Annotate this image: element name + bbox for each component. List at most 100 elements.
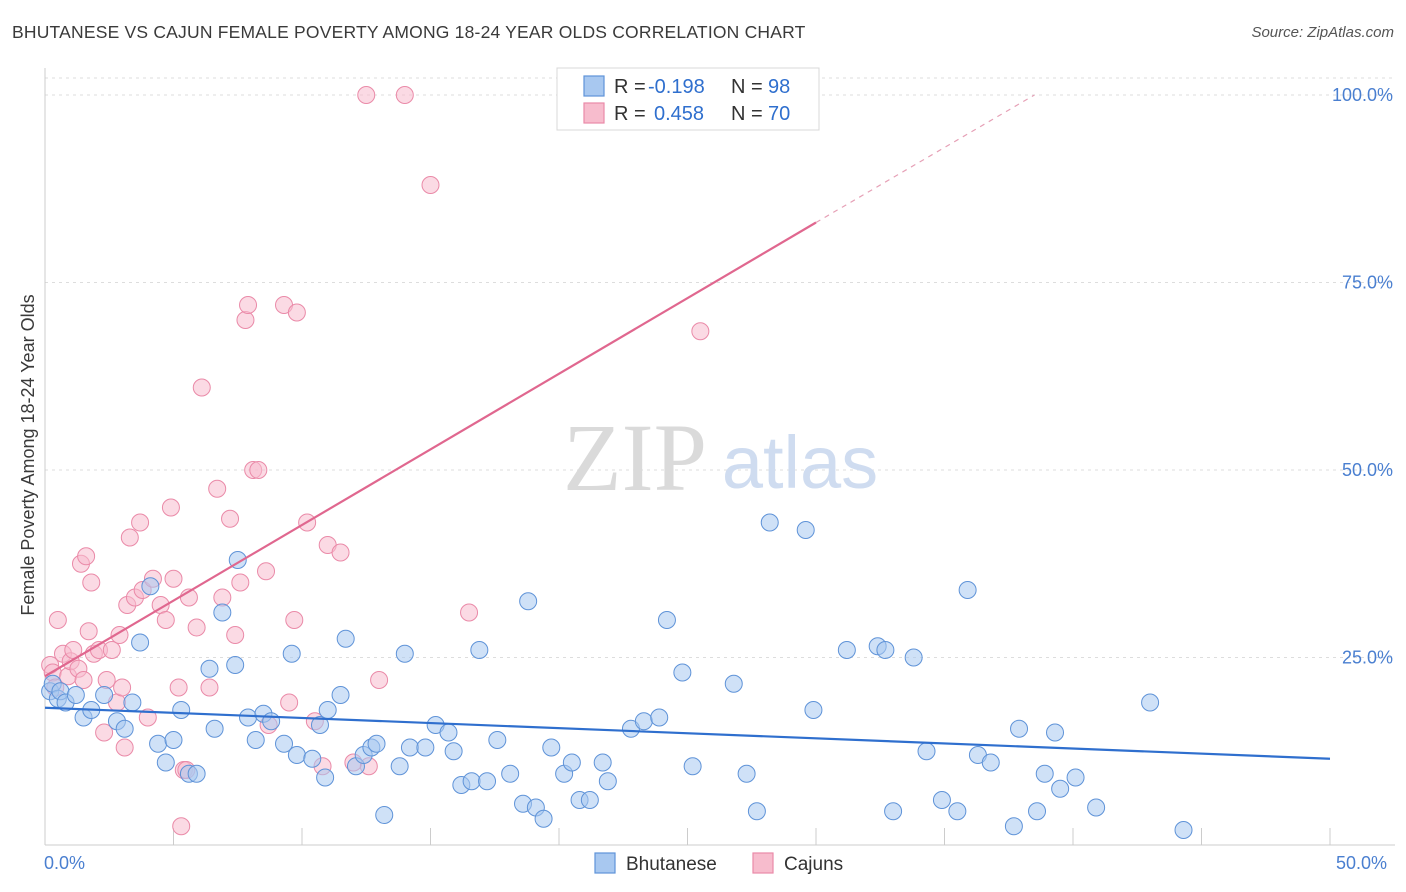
bhutanese-point [205, 719, 224, 738]
cajun-point [164, 569, 183, 588]
bhutanese-point [95, 686, 114, 704]
cajun-point [460, 603, 479, 622]
bhutanese-point [131, 633, 150, 652]
bhutanese-point [724, 674, 743, 693]
bhutanese-point [534, 809, 553, 828]
bhutanese-point [275, 734, 294, 753]
legend-top: R = -0.198 N = 98 R = 0.458 N = 70 [556, 67, 820, 131]
legend-n-label-1: N = [731, 76, 763, 98]
bhutanese-point [172, 701, 191, 719]
cajun-point [287, 303, 306, 322]
legend-r-label-1: R = [614, 76, 646, 98]
bottom-legend-swatch-bhutanese [594, 852, 616, 874]
cajun-trend-line [44, 221, 817, 678]
cajun-point [226, 626, 245, 644]
bhutanese-point [439, 723, 458, 742]
y-tick-label: 100.0% [1332, 85, 1393, 105]
bhutanese-point [488, 731, 507, 749]
bhutanese-point [282, 644, 301, 663]
bhutanese-point [884, 802, 903, 821]
watermark: ZIP atlas [563, 404, 878, 511]
bhutanese-point [331, 686, 350, 704]
cajun-point [131, 513, 150, 532]
bhutanese-point [1004, 817, 1023, 836]
bhutanese-point [580, 791, 599, 809]
bhutanese-point [316, 768, 335, 787]
bhutanese-point [1066, 768, 1085, 787]
cajun-point [187, 618, 206, 637]
cajun-point [331, 543, 350, 562]
bhutanese-point [156, 753, 175, 772]
cajun-point [102, 641, 121, 659]
legend-r-value-2: 0.458 [654, 103, 704, 125]
bhutanese-point [804, 701, 823, 719]
bhutanese-point [1051, 779, 1070, 798]
cajun-point [115, 738, 134, 757]
bhutanese-point [904, 648, 923, 667]
legend-bottom: Bhutanese Cajuns [594, 852, 843, 875]
bhutanese-point [519, 592, 538, 611]
cajun-point [236, 311, 255, 329]
cajun-point [280, 693, 299, 712]
bhutanese-point [1141, 693, 1160, 712]
bhutanese-point [246, 731, 265, 749]
cajun-point [421, 176, 440, 194]
cajun-point [221, 509, 240, 528]
cajun-trend-extension [815, 94, 1035, 224]
trend-lines [44, 94, 1331, 760]
cajun-point [169, 678, 188, 697]
bhutanese-point [634, 712, 653, 731]
bhutanese-point [917, 742, 936, 761]
bhutanese-point [1087, 798, 1106, 817]
bhutanese-point [760, 513, 779, 532]
cajun-point [249, 461, 268, 479]
bottom-legend-swatch-cajuns [752, 852, 774, 874]
bhutanese-trend-line [44, 706, 1331, 760]
tick-labels: 25.0% 50.0% 75.0% 100.0% 0.0% 50.0% [44, 85, 1393, 873]
bhutanese-point [367, 734, 386, 753]
grid-lines [45, 77, 1395, 658]
x-tick-label-min: 0.0% [44, 853, 85, 873]
cajun-point [357, 86, 376, 104]
cajun-point [208, 479, 227, 498]
bhutanese-point [501, 764, 520, 783]
chart-title: BHUTANESE VS CAJUN FEMALE POVERTY AMONG … [12, 22, 806, 42]
bhutanese-point [239, 708, 258, 727]
bhutanese-point [262, 712, 281, 731]
cajun-point [77, 547, 96, 566]
cajun-point [161, 498, 180, 517]
bhutanese-point [336, 629, 355, 648]
cajun-point [200, 678, 219, 697]
y-tick-label: 25.0% [1342, 648, 1393, 668]
bhutanese-point [1046, 723, 1065, 742]
bhutanese-point [226, 656, 245, 674]
bhutanese-point [747, 802, 766, 821]
bhutanese-point [737, 764, 756, 783]
legend-swatch-bhutanese [583, 75, 605, 97]
bottom-legend-cajuns: Cajuns [784, 854, 843, 875]
bhutanese-point [981, 753, 1000, 772]
series-bhutanese-points [41, 513, 1193, 839]
bottom-legend-bhutanese: Bhutanese [626, 854, 717, 875]
bhutanese-point [958, 581, 977, 599]
y-axis-label: Female Poverty Among 18-24 Year Olds [18, 294, 38, 615]
bhutanese-point [416, 738, 435, 757]
bhutanese-point [470, 641, 489, 659]
bhutanese-point [200, 659, 219, 678]
bhutanese-point [876, 641, 895, 659]
watermark-zip: ZIP [563, 404, 707, 511]
cajun-point [239, 296, 258, 314]
bhutanese-point [478, 772, 497, 791]
bhutanese-point [213, 603, 232, 622]
bhutanese-point [310, 716, 329, 734]
y-tick-label: 75.0% [1342, 273, 1393, 293]
bhutanese-point [593, 753, 612, 772]
bhutanese-point [598, 772, 617, 791]
cajun-point [285, 611, 304, 629]
cajun-point [172, 817, 191, 836]
bhutanese-point [650, 708, 669, 727]
cajun-point [120, 528, 139, 547]
bhutanese-point [390, 757, 409, 776]
bhutanese-point [187, 764, 206, 783]
